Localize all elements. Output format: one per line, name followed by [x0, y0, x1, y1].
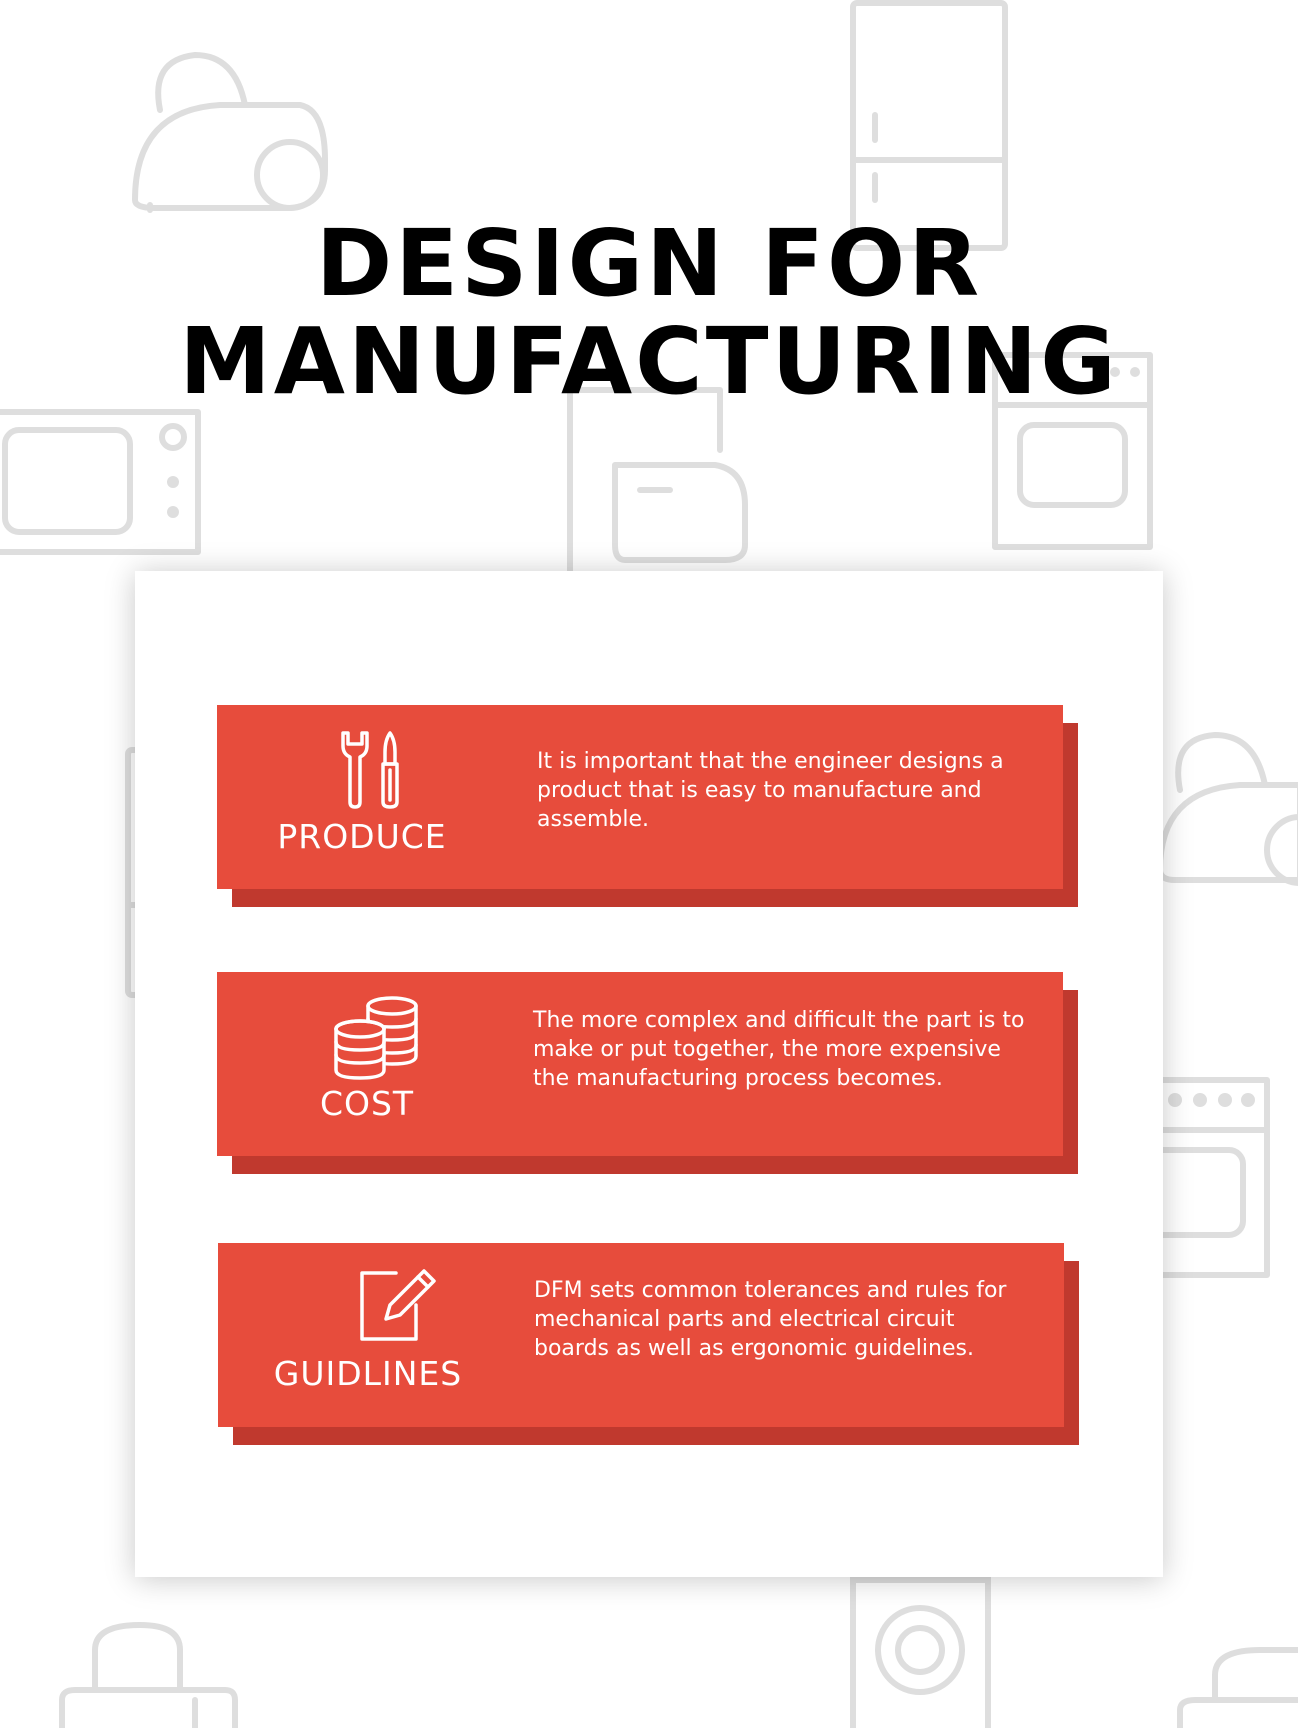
section-produce: PRODUCE It is important that the enginee… [217, 705, 1078, 907]
vacuum-cleaner-icon [132, 52, 328, 213]
vacuum-cleaner-icon [1157, 732, 1298, 886]
section-label: GUIDLINES [273, 1354, 463, 1393]
title-line-1: DESIGN FOR [315, 210, 983, 317]
microwave-icon [0, 409, 201, 555]
section-cost: COST The more complex and difficult the … [217, 972, 1078, 1174]
edit-icon [360, 1269, 436, 1341]
section-label: COST [319, 1084, 415, 1123]
tools-icon [341, 731, 399, 809]
section-description: The more complex and difficult the part … [533, 1008, 1025, 1091]
stove-icon [992, 352, 1153, 550]
section-panel [218, 1243, 1064, 1427]
section-panel [217, 705, 1063, 889]
toaster-icon [59, 1622, 238, 1728]
coffee-maker-icon [567, 387, 755, 588]
page-title: DESIGN FOR MANUFACTURING [0, 215, 1298, 411]
section-description: It is important that the engineer design… [537, 749, 1004, 832]
toaster-icon [1177, 1647, 1298, 1728]
section-guidlines: GUIDLINES DFM sets common tolerances and… [218, 1243, 1079, 1445]
refrigerator-icon [850, 0, 1008, 251]
section-description: DFM sets common tolerances and rules for… [534, 1278, 1007, 1361]
coins-icon [334, 996, 418, 1080]
section-label: PRODUCE [277, 817, 447, 856]
title-line-2: MANUFACTURING [179, 308, 1119, 415]
